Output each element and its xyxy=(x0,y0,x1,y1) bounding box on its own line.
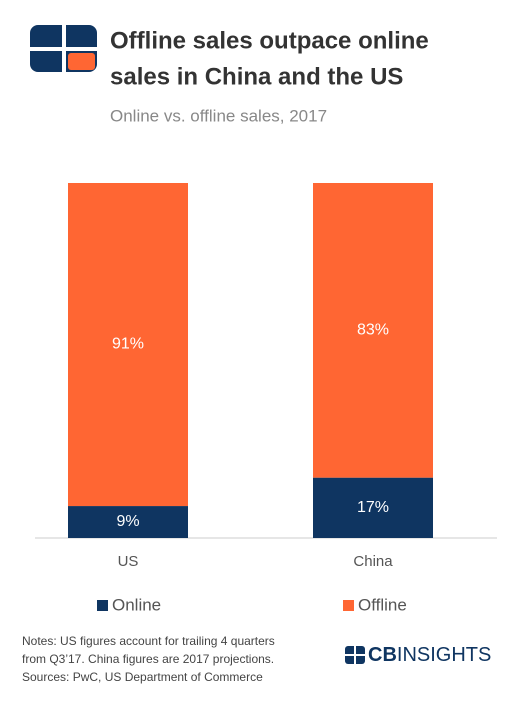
x-tick-label: China xyxy=(353,553,393,570)
legend-swatch xyxy=(343,600,354,611)
note: Notes: US figures account for trailing 4… xyxy=(22,634,275,648)
brand-cb: CB xyxy=(368,644,397,666)
value-label: 83% xyxy=(357,322,389,339)
chart-subtitle: Online vs. offline sales, 2017 xyxy=(110,106,327,125)
bar-segment xyxy=(68,183,188,507)
logo xyxy=(30,25,97,72)
chart-title: sales in China and the US xyxy=(110,63,403,90)
brand-logo: CBINSIGHTS xyxy=(345,644,491,666)
x-tick-label: US xyxy=(118,553,139,570)
bar-segment xyxy=(313,477,433,538)
legend-swatch xyxy=(97,600,108,611)
chart-title: Offline sales outpace online xyxy=(110,27,429,54)
value-label: 9% xyxy=(116,513,139,530)
value-label: 91% xyxy=(112,336,144,353)
legend-label: Offline xyxy=(358,595,407,614)
legend-label: Online xyxy=(112,595,161,614)
brand-insights: INSIGHTS xyxy=(397,644,491,666)
bar-segment xyxy=(68,506,188,538)
note: from Q3’17. China figures are 2017 proje… xyxy=(22,652,274,666)
brand: CBINSIGHTS xyxy=(368,644,491,666)
note: Sources: PwC, US Department of Commerce xyxy=(22,670,263,684)
bar-segment xyxy=(313,183,433,478)
value-label: 17% xyxy=(357,499,389,516)
